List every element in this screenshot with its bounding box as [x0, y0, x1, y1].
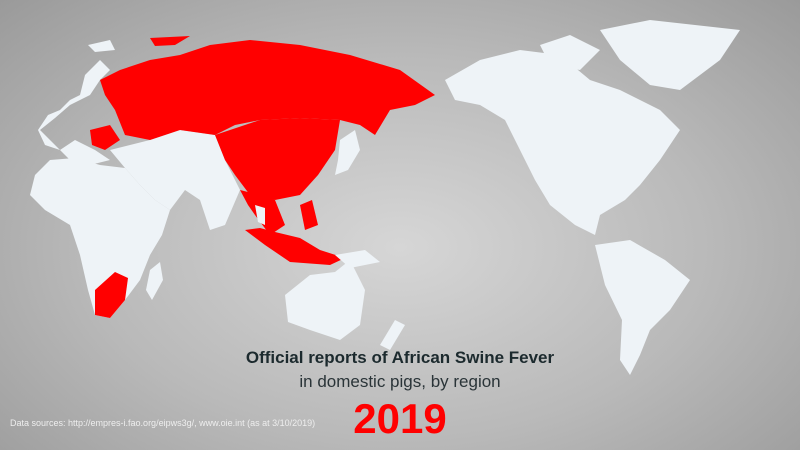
region-australia — [285, 260, 365, 340]
region-madagascar — [146, 262, 163, 300]
year-label: 2019 — [353, 395, 447, 442]
region-svalbard — [88, 40, 115, 52]
region-japan — [335, 130, 360, 175]
region-thailand — [255, 205, 265, 225]
region-philippines — [300, 200, 318, 230]
region-new-guinea — [335, 250, 380, 268]
region-novaya-zemlya — [150, 36, 190, 46]
region-south-america — [595, 240, 690, 375]
region-western-europe — [38, 60, 110, 165]
region-africa — [30, 158, 170, 318]
region-north-america — [445, 50, 680, 235]
region-new-zealand — [380, 320, 405, 350]
region-greenland — [600, 20, 740, 90]
map-title: Official reports of African Swine Fever — [245, 348, 555, 367]
data-source-note: Data sources: http://empres-i.fao.org/ei… — [10, 418, 316, 428]
region-eastern-europe — [90, 125, 120, 150]
region-indonesia — [245, 228, 345, 265]
region-middle-east-india — [110, 130, 240, 230]
region-russia — [100, 40, 435, 140]
region-arctic-islands — [540, 35, 600, 70]
region-south-africa — [95, 272, 128, 318]
region-china — [215, 118, 340, 200]
map-subtitle: in domestic pigs, by region — [299, 372, 501, 391]
